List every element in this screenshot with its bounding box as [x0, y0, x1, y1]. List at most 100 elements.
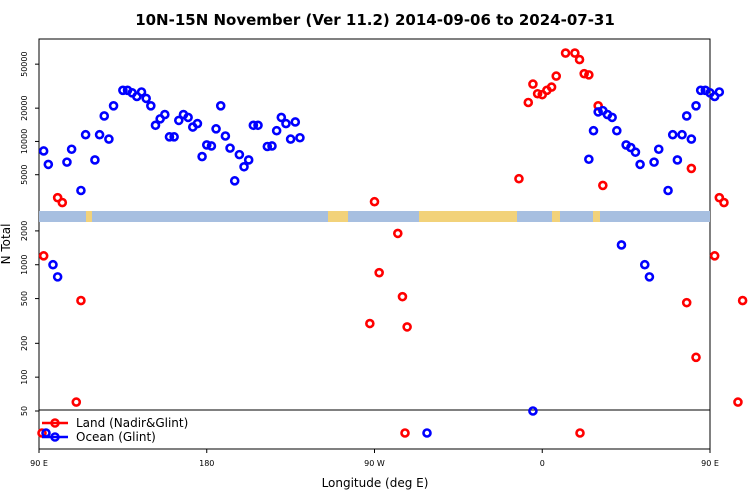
point-ocean: [639, 259, 650, 270]
point-ocean: [48, 259, 58, 270]
point-ocean: [588, 125, 599, 136]
point-ocean: [528, 406, 538, 416]
point-ocean: [290, 117, 301, 127]
point-ocean: [691, 101, 701, 111]
strip-marker-ocean: [422, 428, 432, 438]
point-land: [38, 251, 49, 261]
point-ocean: [38, 146, 49, 156]
point-ocean: [686, 134, 697, 144]
y-tick-label: 5000: [20, 165, 29, 185]
point-ocean: [243, 155, 254, 165]
land-mask-segment: [328, 211, 348, 222]
point-ocean: [681, 111, 692, 121]
land-mask-segment: [552, 211, 560, 222]
y-tick-label: 200: [20, 336, 29, 351]
plot-frame: [38, 38, 711, 450]
legend-label-ocean: Ocean (Glint): [76, 430, 156, 444]
point-ocean: [225, 143, 235, 153]
y-tick-label: 100: [20, 370, 29, 385]
point-ocean: [677, 129, 687, 140]
point-ocean: [663, 185, 673, 196]
point-land: [733, 397, 743, 407]
chart-title: 10N-15N November (Ver 11.2) 2014-09-06 t…: [135, 11, 615, 29]
y-axis: 50 100 200 500 1000 2000 5000 10000 20000 50000: [20, 51, 39, 416]
point-ocean: [630, 147, 641, 157]
point-land: [709, 251, 720, 261]
point-ocean: [593, 107, 603, 117]
point-ocean: [220, 131, 231, 141]
point-land: [598, 180, 608, 191]
point-land: [514, 173, 524, 184]
point-ocean: [584, 154, 594, 165]
x-axis-label: Longitude (deg E): [322, 476, 429, 490]
legend-label-land: Land (Nadir&Glint): [76, 416, 188, 430]
point-ocean: [211, 124, 221, 134]
x-tick-label: 180: [199, 459, 214, 468]
point-ocean: [108, 101, 119, 111]
point-ocean: [136, 87, 147, 97]
legend: Land (Nadir&Glint) Ocean (Glint): [42, 416, 188, 444]
point-ocean: [104, 134, 114, 144]
point-land: [52, 192, 63, 203]
land-mask-segment: [419, 211, 517, 222]
point-ocean: [271, 125, 282, 136]
point-ocean: [66, 144, 77, 155]
point-land: [719, 197, 729, 208]
point-ocean: [649, 157, 659, 167]
y-tick-label: 10000: [20, 129, 29, 154]
point-ocean: [653, 144, 664, 155]
point-ocean: [714, 87, 725, 97]
x-tick-label: 0: [540, 459, 545, 468]
point-ocean: [262, 141, 273, 152]
point-ocean: [197, 151, 207, 162]
y-tick-label: 50: [20, 406, 29, 416]
point-ocean: [612, 125, 622, 136]
point-land: [532, 88, 543, 99]
point-ocean: [672, 155, 683, 165]
point-land: [76, 295, 86, 306]
point-land: [681, 297, 692, 308]
point-ocean: [635, 159, 645, 170]
point-land: [574, 54, 585, 65]
point-land: [374, 267, 384, 278]
x-tick-label: 90 W: [364, 459, 385, 468]
point-ocean: [146, 101, 156, 111]
point-ocean: [667, 129, 678, 140]
point-ocean: [267, 141, 277, 151]
point-ocean: [80, 129, 91, 140]
point-land: [737, 295, 748, 306]
point-land: [528, 79, 538, 89]
point-ocean: [150, 120, 161, 131]
x-tick-label: 90 E: [701, 459, 719, 468]
point-land: [397, 291, 408, 302]
data-points: [37, 48, 748, 438]
point-ocean: [276, 112, 287, 123]
point-ocean: [52, 272, 63, 282]
point-land: [579, 68, 589, 79]
point-ocean: [76, 185, 86, 196]
point-land: [57, 197, 68, 208]
point-land: [369, 196, 380, 207]
point-ocean: [62, 157, 72, 167]
y-tick-label: 1000: [20, 255, 29, 275]
point-land: [71, 397, 82, 407]
point-land: [365, 318, 375, 329]
x-tick-label: 90 E: [30, 459, 48, 468]
point-ocean: [248, 120, 259, 131]
point-ocean: [169, 132, 179, 142]
point-ocean: [141, 93, 151, 104]
point-land: [560, 48, 571, 58]
point-ocean: [164, 132, 175, 142]
point-ocean: [206, 141, 217, 151]
point-ocean: [229, 176, 240, 186]
y-tick-label: 50000: [20, 51, 29, 76]
land-mask-band: [39, 211, 710, 222]
point-land: [551, 71, 562, 81]
strip-marker-land: [400, 428, 410, 438]
point-ocean: [607, 112, 617, 123]
point-ocean: [192, 118, 203, 129]
point-ocean: [183, 112, 193, 123]
point-ocean: [239, 161, 249, 172]
y-tick-label: 20000: [20, 95, 29, 120]
point-ocean: [234, 149, 245, 160]
